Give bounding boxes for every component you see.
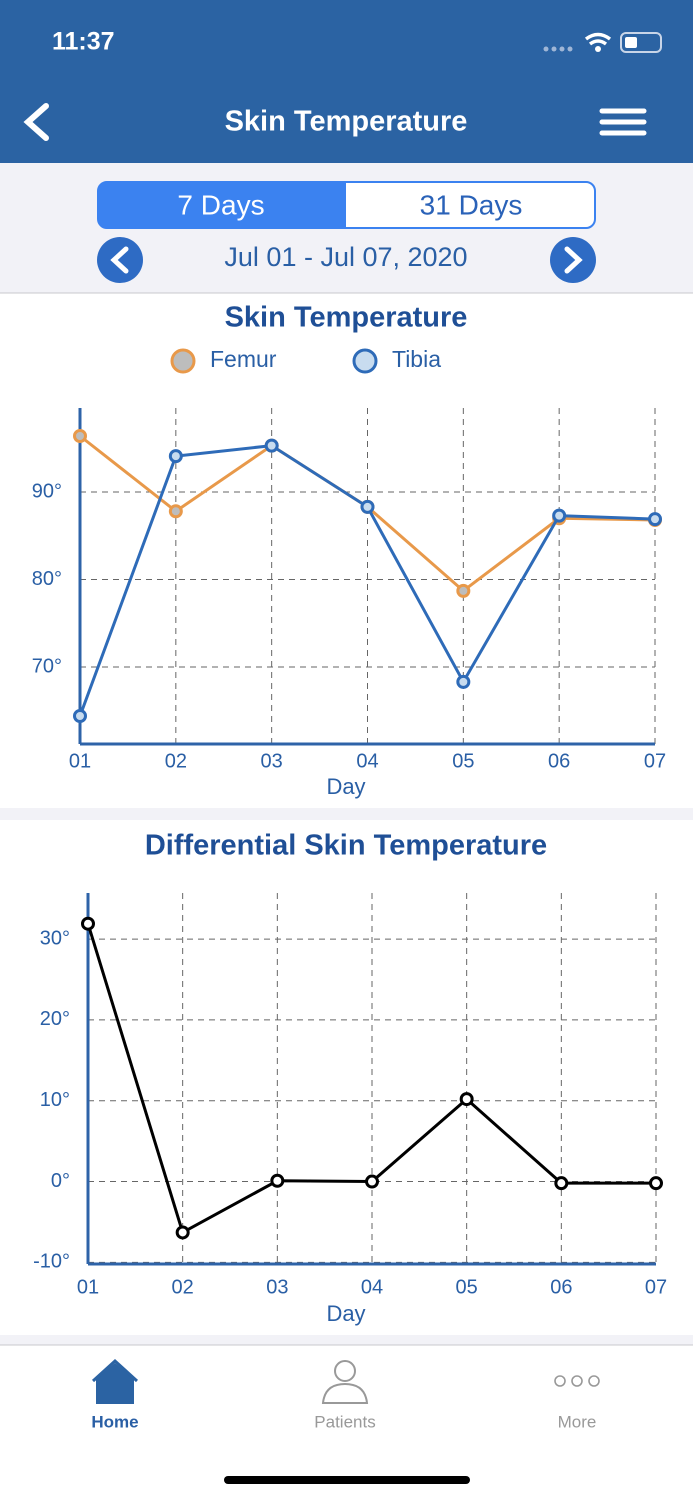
- point: [456, 583, 471, 598]
- legend-label: Tibia: [392, 346, 441, 372]
- y-tick-label: 30°: [40, 927, 70, 949]
- y-tick-label: 80°: [32, 568, 62, 590]
- point: [168, 449, 183, 464]
- x-tick-label: 04: [361, 1276, 383, 1298]
- point: [270, 1173, 285, 1188]
- x-tick-label: 03: [266, 1276, 288, 1298]
- header-bg: [0, 0, 693, 163]
- point: [649, 1176, 663, 1191]
- tab-label[interactable]: More: [558, 1412, 597, 1431]
- next-button[interactable]: [550, 237, 596, 283]
- chart-title: Skin Temperature: [225, 302, 468, 334]
- patients-icon-body: [321, 1382, 369, 1404]
- point: [554, 1176, 569, 1191]
- x-tick-label: 05: [452, 750, 474, 772]
- menu-button[interactable]: [599, 108, 647, 136]
- x-tick-label: 07: [644, 750, 666, 772]
- home-indicator: [224, 1476, 470, 1484]
- wifi-icon: [584, 32, 612, 46]
- header-title: Skin Temperature: [225, 106, 468, 138]
- point: [73, 709, 87, 723]
- home-roof: [91, 1358, 139, 1383]
- back-button[interactable]: [23, 103, 49, 141]
- point: [175, 1225, 190, 1240]
- point: [552, 508, 567, 523]
- battery-icon: [620, 32, 662, 53]
- tab-label[interactable]: Patients: [314, 1412, 375, 1431]
- wifi-dot: [595, 46, 601, 52]
- x-axis-label: Day: [326, 1301, 365, 1326]
- segment-label[interactable]: 7 Days: [177, 189, 264, 220]
- status-time: 11:37: [52, 28, 115, 56]
- point: [264, 438, 279, 453]
- next-chevron: [564, 246, 583, 274]
- chart-title: Differential Skin Temperature: [145, 830, 547, 862]
- point: [365, 1174, 379, 1189]
- point: [168, 504, 183, 519]
- battery-level: [625, 37, 637, 48]
- x-tick-label: 02: [165, 750, 187, 772]
- legend-marker: [170, 348, 196, 374]
- point: [73, 429, 87, 443]
- x-tick-label: 02: [172, 1276, 194, 1298]
- y-tick-label: -10°: [33, 1251, 70, 1273]
- x-tick-label: 01: [69, 750, 91, 772]
- x-tick-label: 04: [356, 750, 378, 772]
- more-icon[interactable]: [554, 1375, 600, 1387]
- point: [360, 499, 375, 514]
- y-tick-label: 0°: [51, 1170, 70, 1192]
- segment-selected[interactable]: [98, 182, 346, 228]
- card-gap: [0, 808, 693, 820]
- segment-label[interactable]: 31 Days: [420, 189, 523, 220]
- y-tick-label: 20°: [40, 1008, 70, 1030]
- x-axis-label: Day: [326, 774, 365, 799]
- legend-label: Femur: [210, 346, 277, 372]
- tab-label[interactable]: Home: [91, 1412, 138, 1431]
- x-tick-label: 06: [550, 1276, 572, 1298]
- point: [456, 674, 471, 689]
- x-tick-label: 06: [548, 750, 570, 772]
- x-tick-label: 01: [77, 1276, 99, 1298]
- point: [81, 916, 95, 931]
- x-tick-label: 05: [456, 1276, 478, 1298]
- card-gap: [0, 1335, 693, 1345]
- patients-icon[interactable]: [334, 1360, 356, 1382]
- prev-button[interactable]: [97, 237, 143, 283]
- y-tick-label: 90°: [32, 480, 62, 502]
- home-icon[interactable]: [96, 1363, 134, 1404]
- y-tick-label: 10°: [40, 1089, 70, 1111]
- point: [459, 1092, 474, 1107]
- date-range: Jul 01 - Jul 07, 2020: [224, 242, 467, 272]
- prev-chevron: [110, 246, 129, 274]
- point: [648, 512, 662, 527]
- signal-icon: [543, 46, 573, 52]
- legend-marker: [352, 348, 378, 374]
- x-tick-label: 07: [645, 1276, 667, 1298]
- y-tick-label: 70°: [32, 655, 62, 677]
- x-tick-label: 03: [261, 750, 283, 772]
